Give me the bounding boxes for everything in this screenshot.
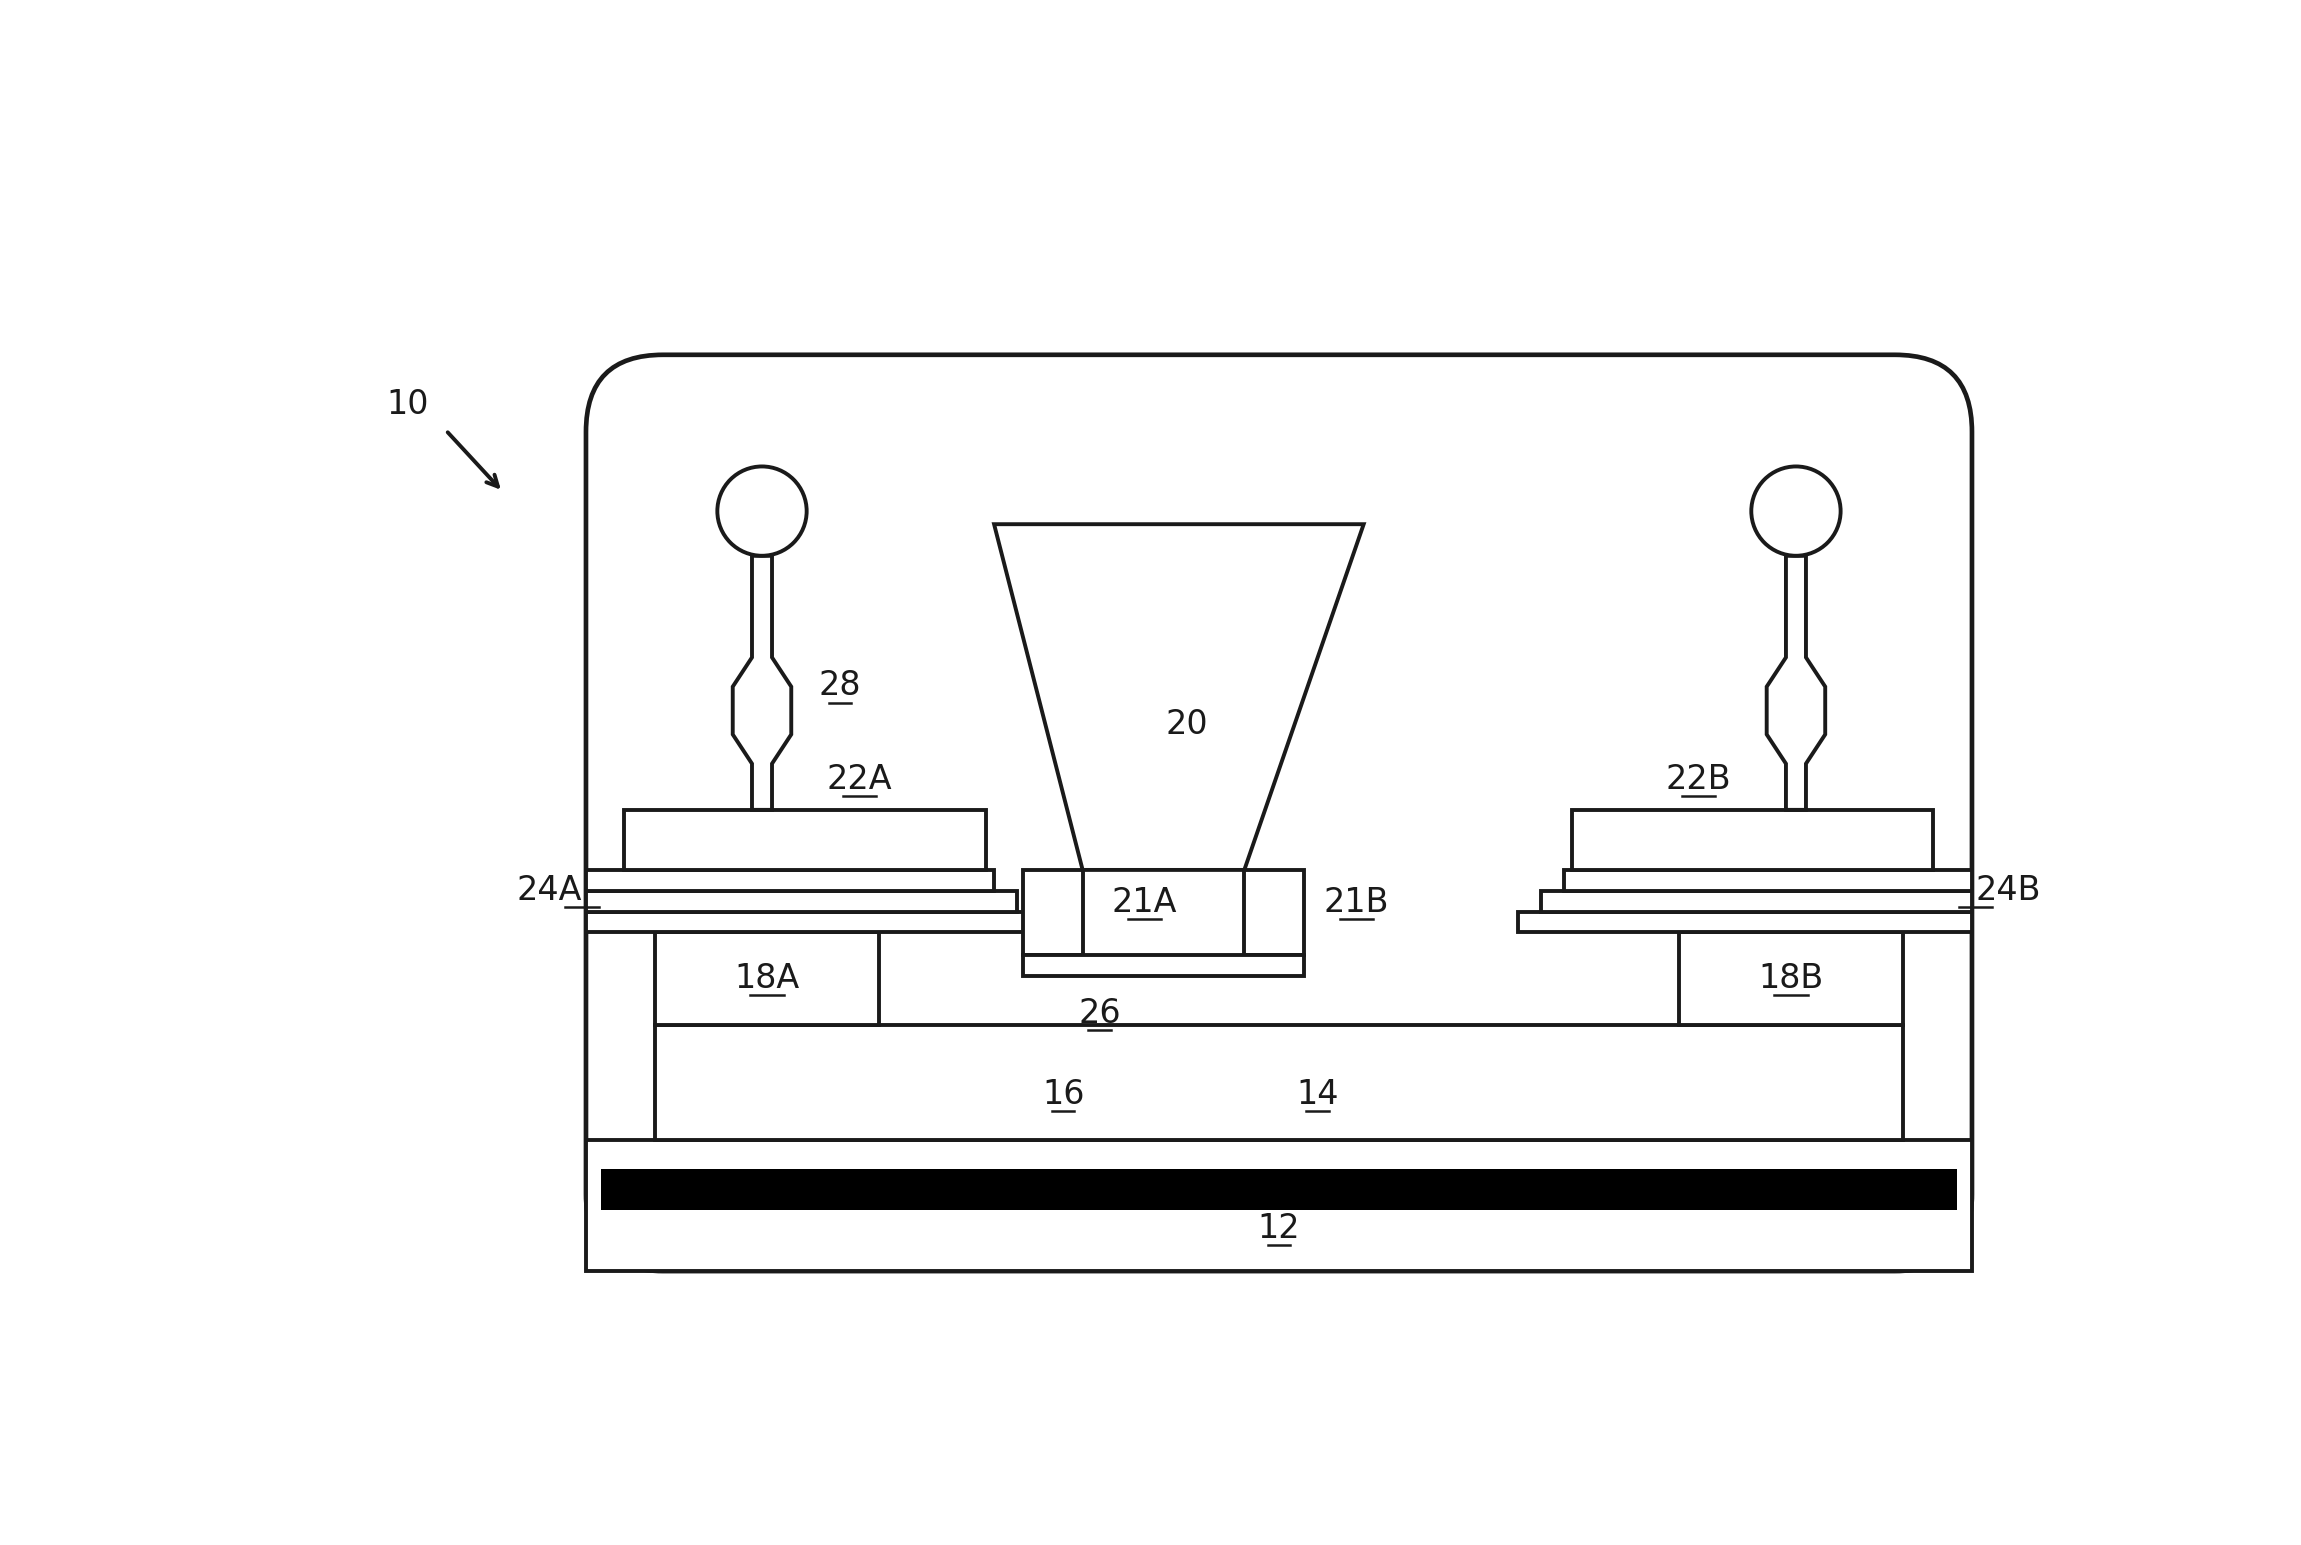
Bar bbox=[656, 932, 879, 1024]
Text: 24B: 24B bbox=[1977, 874, 2041, 907]
Text: 22B: 22B bbox=[1666, 763, 1730, 796]
Text: 21B: 21B bbox=[1323, 885, 1390, 919]
Text: 20: 20 bbox=[1164, 708, 1208, 742]
Text: 22A: 22A bbox=[826, 763, 893, 796]
Text: 16: 16 bbox=[1042, 1077, 1084, 1111]
Text: 28: 28 bbox=[819, 669, 861, 703]
Polygon shape bbox=[732, 556, 792, 810]
Circle shape bbox=[1751, 467, 1841, 556]
Bar bbox=[1565, 870, 1972, 891]
Bar bbox=[1572, 810, 1933, 870]
Bar bbox=[1022, 870, 1084, 955]
Text: 26: 26 bbox=[1079, 997, 1121, 1029]
Bar bbox=[587, 1140, 1972, 1272]
Text: 21A: 21A bbox=[1111, 885, 1178, 919]
Text: 14: 14 bbox=[1295, 1077, 1339, 1111]
Bar bbox=[601, 1170, 1956, 1210]
Bar bbox=[587, 891, 1017, 912]
Bar bbox=[1542, 891, 1972, 912]
Bar bbox=[1022, 955, 1305, 976]
Text: 12: 12 bbox=[1259, 1213, 1300, 1245]
Text: 24A: 24A bbox=[518, 874, 582, 907]
Polygon shape bbox=[1767, 556, 1825, 810]
Bar bbox=[1245, 870, 1305, 955]
Text: 10: 10 bbox=[387, 388, 428, 422]
Bar bbox=[624, 810, 987, 870]
Bar bbox=[1519, 912, 1972, 932]
Circle shape bbox=[718, 467, 808, 556]
Bar bbox=[587, 912, 1040, 932]
Text: 18A: 18A bbox=[734, 963, 798, 995]
Bar bbox=[587, 870, 994, 891]
FancyBboxPatch shape bbox=[587, 355, 1972, 1272]
Bar bbox=[1680, 932, 1903, 1024]
Bar bbox=[656, 1024, 1903, 1140]
Polygon shape bbox=[994, 524, 1364, 870]
Text: 18B: 18B bbox=[1758, 963, 1825, 995]
